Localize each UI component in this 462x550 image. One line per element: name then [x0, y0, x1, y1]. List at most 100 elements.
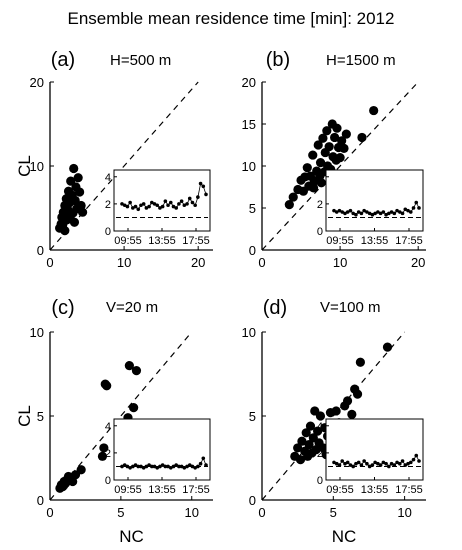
x-axis-label: NC — [119, 527, 144, 546]
x-axis-label: NC — [332, 527, 357, 546]
inset-data-point — [131, 206, 135, 210]
inset-x-tick-label: 13:55 — [148, 484, 176, 496]
inset-data-point — [345, 210, 350, 214]
data-point — [293, 443, 303, 453]
inset-y-tick-label: 0 — [317, 475, 323, 487]
inset-data-point — [147, 204, 151, 209]
inset-data-point — [144, 464, 149, 469]
inset-x-tick-label: 13:55 — [361, 235, 389, 247]
inset-data-point — [141, 466, 146, 470]
inset-data-point — [147, 463, 151, 467]
data-point — [288, 192, 298, 202]
inset-x-tick-label: 09:55 — [114, 235, 142, 247]
inset-frame — [325, 169, 424, 232]
data-point — [313, 140, 323, 150]
data-point — [335, 153, 345, 163]
data-point — [357, 132, 367, 143]
inset-data-point — [187, 196, 192, 201]
x-tick-label: 0 — [258, 505, 265, 520]
y-tick-label: 5 — [249, 409, 256, 424]
inset-data-point — [337, 463, 342, 467]
inset-data-point — [196, 195, 200, 199]
inset-data-point — [417, 206, 421, 210]
x-tick-label: 0 — [258, 255, 265, 270]
inset-data-point — [351, 464, 355, 469]
inset-data-point — [365, 210, 369, 214]
inset-data-point — [204, 463, 208, 467]
panel-d: (d) V=100 m 0 5 10 0 5 10 NC 0 2 4 09:55 13:55 17:55 — [242, 297, 426, 546]
inset-y-tick-label: 4 — [105, 172, 111, 184]
inset-data-point — [182, 466, 187, 470]
inset-data-point — [365, 461, 369, 466]
inset-data-point — [150, 464, 154, 469]
inset-data-point — [408, 210, 413, 214]
inset-data-point — [139, 203, 143, 208]
y-tick-label: 0 — [37, 493, 44, 508]
figure-title: Ensemble mean residence time [min]: 2012 — [68, 9, 395, 28]
inset-data-point — [337, 208, 342, 213]
data-point — [339, 143, 349, 153]
inset-data-point — [343, 211, 347, 216]
panel-label: (a) — [51, 49, 75, 71]
inset-data-point — [122, 463, 127, 467]
panel-c: (c) V=20 m 0 5 10 0 5 10 CL NC 0 2 4 09:55 13:55 17:55 — [15, 297, 213, 546]
data-point — [301, 428, 311, 438]
inset-data-point — [400, 459, 405, 463]
y-tick-label: 10 — [242, 325, 256, 340]
inset-data-point — [158, 464, 162, 469]
data-point — [73, 173, 83, 183]
inset-data-point — [370, 212, 375, 217]
inset-data-point — [174, 206, 178, 210]
y-tick-label: 0 — [249, 243, 256, 258]
panel-annotation: H=500 m — [110, 52, 171, 69]
inset-data-point — [136, 464, 141, 469]
inset-data-point — [354, 212, 358, 217]
inset-data-point — [160, 463, 165, 467]
inset-data-point — [141, 202, 146, 206]
inset-data-point — [384, 212, 388, 217]
inset-data-point — [174, 463, 178, 467]
data-point — [124, 361, 134, 371]
inset-data-point — [179, 464, 184, 469]
x-tick-label: 10 — [397, 505, 411, 520]
inset-data-point — [179, 199, 184, 203]
inset-data-point — [133, 463, 138, 467]
inset-data-point — [166, 203, 170, 208]
inset-data-point — [359, 211, 364, 216]
inset-data-point — [406, 208, 410, 213]
data-point — [330, 132, 340, 143]
inset-x-tick-label: 09:55 — [326, 484, 354, 496]
inset-data-point — [376, 210, 380, 214]
inset-data-point — [152, 202, 157, 206]
inset-data-point — [389, 461, 394, 466]
inset-data-point — [376, 461, 380, 466]
inset-data-point — [370, 463, 375, 467]
inset-timeseries: 0 2 4 09:55 13:55 17:55 — [105, 418, 211, 496]
data-point — [78, 207, 88, 217]
data-point — [75, 187, 85, 197]
inset-data-point — [120, 202, 124, 206]
data-point — [347, 409, 357, 419]
inset-data-point — [403, 463, 408, 467]
inset-data-point — [392, 463, 397, 467]
data-point — [315, 411, 326, 421]
inset-data-point — [144, 206, 149, 210]
inset-frame — [325, 418, 424, 481]
y-axis-label: CL — [15, 155, 34, 177]
inset-y-tick-label: 2 — [317, 199, 323, 211]
inset-data-point — [332, 460, 336, 465]
inset-y-tick-label: 0 — [105, 226, 111, 238]
inset-data-point — [332, 208, 336, 213]
y-tick-label: 10 — [30, 159, 44, 174]
y-tick-label: 0 — [37, 243, 44, 258]
inset-data-point — [168, 200, 173, 205]
data-point — [355, 357, 365, 367]
data-point — [297, 436, 307, 446]
data-point — [337, 136, 347, 146]
data-point — [318, 133, 328, 143]
data-point — [313, 426, 323, 436]
inset-x-tick-label: 13:55 — [148, 235, 176, 247]
data-point — [304, 439, 314, 450]
